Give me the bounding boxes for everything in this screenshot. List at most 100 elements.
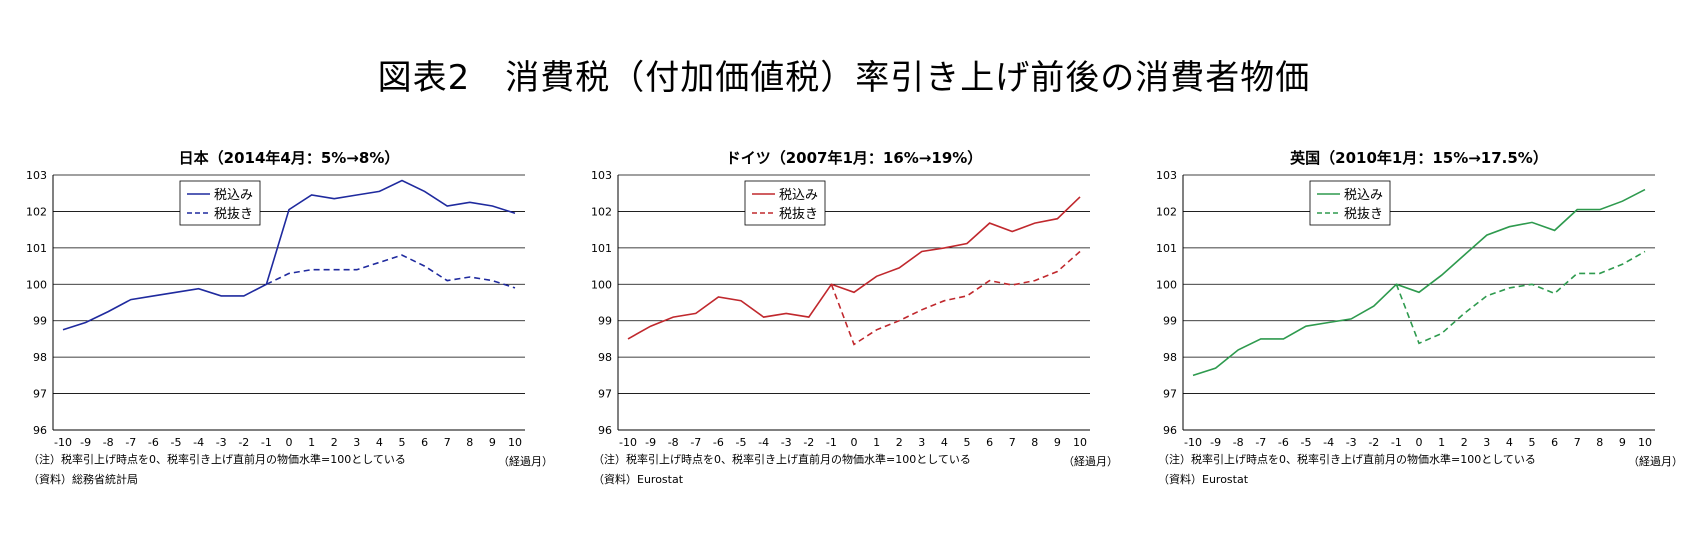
x-tick-label: 4 xyxy=(1506,436,1513,449)
x-tick-label: 0 xyxy=(851,436,858,449)
y-tick-label: 99 xyxy=(598,315,612,328)
x-tick-label: 10 xyxy=(1073,436,1087,449)
x-tick-label: 1 xyxy=(1438,436,1445,449)
chart-svg: 英国（2010年1月：15%→17.5%）9697989910010110210… xyxy=(1156,149,1683,486)
series-line-tax-excluded xyxy=(830,250,1081,346)
x-tick-label: 0 xyxy=(1416,436,1423,449)
x-tick-label: -10 xyxy=(54,436,72,449)
x-tick-label: -2 xyxy=(1368,436,1379,449)
x-tick-label: 2 xyxy=(896,436,903,449)
x-tick-label: 4 xyxy=(376,436,383,449)
y-tick-label: 98 xyxy=(1163,351,1177,364)
x-tick-label: -6 xyxy=(148,436,159,449)
y-tick-label: 96 xyxy=(1163,424,1177,437)
legend-label: 税込み xyxy=(214,188,253,203)
chart-svg: ドイツ（2007年1月：16%→19%）96979899100101102103… xyxy=(591,149,1118,486)
series-line-tax-included xyxy=(627,196,1081,340)
x-tick-label: 6 xyxy=(986,436,993,449)
x-tick-label: 6 xyxy=(1551,436,1558,449)
source-text: （資料）Eurostat xyxy=(593,472,684,486)
x-axis-label: （経過月） xyxy=(1063,455,1118,468)
y-tick-label: 103 xyxy=(591,169,612,182)
x-tick-label: 2 xyxy=(1461,436,1468,449)
y-tick-label: 102 xyxy=(591,205,612,218)
x-tick-label: 1 xyxy=(873,436,880,449)
legend-label: 税抜き xyxy=(779,206,818,222)
y-tick-label: 103 xyxy=(26,169,47,182)
x-tick-label: -9 xyxy=(1210,436,1221,449)
legend-label: 税抜き xyxy=(214,206,253,222)
x-tick-label: 7 xyxy=(444,436,451,449)
x-tick-label: 5 xyxy=(1529,436,1536,449)
x-tick-label: 9 xyxy=(489,436,496,449)
x-tick-label: 10 xyxy=(1638,436,1652,449)
series-line-tax-excluded xyxy=(266,254,516,289)
chart-title: 英国（2010年1月：15%→17.5%） xyxy=(1290,149,1548,167)
series-line-tax-included xyxy=(62,179,516,331)
x-axis-label: （経過月） xyxy=(498,455,553,468)
y-tick-label: 100 xyxy=(1156,278,1177,291)
x-tick-label: -5 xyxy=(736,436,747,449)
x-tick-label: 8 xyxy=(1596,436,1603,449)
y-tick-label: 101 xyxy=(26,242,47,255)
x-tick-label: -9 xyxy=(645,436,656,449)
y-tick-label: 99 xyxy=(1163,315,1177,328)
chart-japan: 日本（2014年4月：5%→8%） 96 97 98 99 100 101 102 103 -10… xyxy=(20,145,580,535)
x-tick-label: -10 xyxy=(1184,436,1202,449)
x-tick-label: -1 xyxy=(261,436,272,449)
x-tick-label: -10 xyxy=(619,436,637,449)
source-text: （資料）総務省統計局 xyxy=(28,472,138,486)
y-tick-label: 97 xyxy=(33,388,47,401)
x-tick-label: -5 xyxy=(171,436,182,449)
x-tick-label: -3 xyxy=(216,436,227,449)
x-tick-label: 3 xyxy=(918,436,925,449)
x-tick-label: 4 xyxy=(941,436,948,449)
x-tick-label: -9 xyxy=(80,436,91,449)
x-axis-label: （経過月） xyxy=(1628,455,1683,468)
x-tick-label: -2 xyxy=(803,436,814,449)
x-tick-label: 6 xyxy=(421,436,428,449)
y-tick-label: 102 xyxy=(1156,205,1177,218)
x-tick-label: 2 xyxy=(331,436,338,449)
legend-box xyxy=(1309,180,1391,226)
source-text: （資料）Eurostat xyxy=(1158,472,1249,486)
x-tick-label: -1 xyxy=(826,436,837,449)
x-tick-label: -8 xyxy=(668,436,679,449)
y-tick-label: 97 xyxy=(598,388,612,401)
x-tick-label: 7 xyxy=(1009,436,1016,449)
series-line-tax-excluded xyxy=(1395,250,1646,345)
x-tick-label: 5 xyxy=(399,436,406,449)
y-tick-label: 96 xyxy=(598,424,612,437)
x-tick-label: -4 xyxy=(193,436,204,449)
y-tick-label: 103 xyxy=(1156,169,1177,182)
x-tick-label: -7 xyxy=(1255,436,1266,449)
chart-uk: 英国（2010年1月：15%→17.5%） 96 97 98 99 100 101 102 10… xyxy=(1150,145,1688,535)
y-tick-label: 96 xyxy=(33,424,47,437)
x-tick-label: 8 xyxy=(1031,436,1038,449)
x-tick-label: -1 xyxy=(1391,436,1402,449)
legend-label: 税込み xyxy=(779,188,818,203)
x-tick-label: 8 xyxy=(466,436,473,449)
note-text: （注）税率引上げ時点を0、税率引き上げ直前月の物価水準=100としている xyxy=(593,452,971,466)
chart-germany: ドイツ（2007年1月：16%→19%） 96 97 98 99 100 101 102 103… xyxy=(585,145,1145,535)
x-tick-label: 3 xyxy=(353,436,360,449)
y-tick-label: 100 xyxy=(26,278,47,291)
x-tick-label: 10 xyxy=(508,436,522,449)
x-tick-label: 3 xyxy=(1483,436,1490,449)
x-tick-label: -7 xyxy=(690,436,701,449)
y-tick-label: 100 xyxy=(591,278,612,291)
x-tick-label: -2 xyxy=(238,436,249,449)
x-tick-label: -3 xyxy=(1346,436,1357,449)
x-tick-label: -5 xyxy=(1301,436,1312,449)
x-tick-label: 0 xyxy=(286,436,293,449)
chart-svg: 日本（2014年4月：5%→8%）96979899100101102103-10… xyxy=(26,149,553,486)
series-line-tax-included xyxy=(1192,188,1646,377)
x-tick-label: 1 xyxy=(308,436,315,449)
y-tick-label: 101 xyxy=(1156,242,1177,255)
x-tick-label: 7 xyxy=(1574,436,1581,449)
x-tick-label: -3 xyxy=(781,436,792,449)
note-text: （注）税率引上げ時点を0、税率引き上げ直前月の物価水準=100としている xyxy=(28,452,406,466)
x-tick-label: 9 xyxy=(1619,436,1626,449)
x-tick-label: -6 xyxy=(713,436,724,449)
chart-title: 日本（2014年4月：5%→8%） xyxy=(179,149,400,167)
